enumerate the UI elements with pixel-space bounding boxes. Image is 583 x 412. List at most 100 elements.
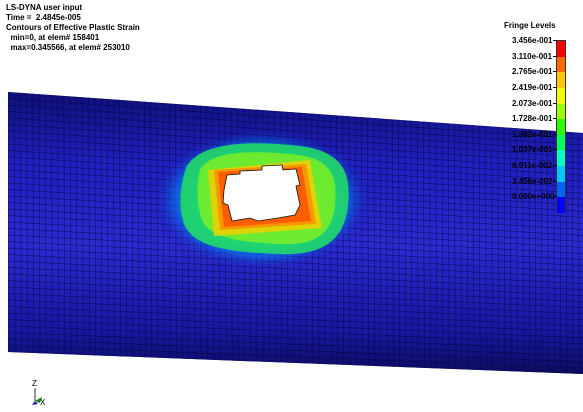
fringe-level-label: 3.456e-001 bbox=[512, 36, 553, 45]
mesh-line bbox=[8, 286, 583, 314]
mesh-line bbox=[137, 101, 140, 357]
mesh-line bbox=[8, 98, 583, 140]
mesh-line bbox=[8, 92, 10, 353]
colorbar-segment bbox=[557, 181, 565, 198]
mesh-line bbox=[57, 95, 59, 354]
mesh-line bbox=[516, 128, 518, 372]
mesh-line bbox=[8, 267, 583, 296]
fringe-levels-title: Fringe Levels bbox=[504, 21, 556, 30]
colorbar-segment bbox=[557, 166, 565, 182]
mesh-line bbox=[361, 117, 363, 366]
fringe-level-label: 3.110e-001 bbox=[512, 51, 553, 61]
mesh-line bbox=[522, 128, 524, 372]
colorbar-segment bbox=[557, 150, 565, 166]
colorbar-segment bbox=[557, 134, 565, 151]
mesh-line bbox=[460, 124, 462, 370]
mesh-line bbox=[8, 332, 583, 357]
mesh-line bbox=[125, 100, 128, 357]
mesh-line bbox=[534, 129, 537, 373]
mesh-line bbox=[8, 111, 583, 152]
mesh-line bbox=[472, 125, 475, 370]
contour-title: Contours of Effective Plastic Strain bbox=[6, 23, 140, 32]
colorbar-segment bbox=[557, 56, 565, 73]
mesh-line bbox=[38, 94, 41, 354]
mesh-line bbox=[119, 99, 121, 357]
mesh-line bbox=[485, 126, 487, 371]
mesh-line bbox=[82, 97, 84, 355]
colorbar-segment bbox=[557, 197, 565, 213]
mesh-line bbox=[8, 306, 583, 333]
mesh-line bbox=[144, 101, 146, 358]
mesh-line bbox=[379, 118, 382, 367]
mesh-line bbox=[503, 127, 506, 371]
fringe-level-tick bbox=[553, 196, 557, 198]
colorbar-segment bbox=[557, 72, 565, 88]
mesh-line bbox=[478, 125, 481, 371]
mesh-line bbox=[63, 95, 66, 355]
fringe-level-tick bbox=[553, 118, 557, 120]
fringe-level-tick bbox=[553, 71, 557, 73]
mesh-line bbox=[8, 273, 583, 302]
mesh-line bbox=[32, 93, 35, 353]
mesh-line bbox=[385, 118, 388, 367]
mesh-line bbox=[404, 120, 407, 368]
mesh-line bbox=[565, 131, 568, 374]
mesh-line bbox=[528, 129, 531, 372]
mesh-line bbox=[88, 97, 90, 356]
fringe-level-tick bbox=[553, 133, 557, 135]
fringe-level-tick bbox=[553, 55, 557, 57]
mesh-line bbox=[44, 94, 47, 354]
mesh-line bbox=[8, 319, 583, 345]
colorbar-segment bbox=[557, 119, 565, 135]
axis-triad[interactable]: Z X bbox=[30, 376, 70, 406]
mesh-line bbox=[441, 122, 444, 369]
fringe-level-label: 2.073e-001 bbox=[512, 98, 553, 108]
fringe-level-tick bbox=[553, 102, 557, 104]
fringe-level-label: 3.456e-002 bbox=[512, 176, 553, 186]
mesh-line bbox=[8, 345, 583, 369]
mesh-line bbox=[8, 338, 583, 363]
mesh-line bbox=[113, 99, 115, 357]
mesh-line bbox=[435, 122, 438, 369]
mesh-line bbox=[447, 123, 450, 369]
fringe-level-tick bbox=[553, 40, 557, 41]
fringe-level-label: 1.037e-001 bbox=[512, 145, 553, 155]
fringe-level-tick bbox=[553, 165, 557, 167]
mesh-line bbox=[392, 119, 394, 367]
hole-cutout bbox=[222, 164, 301, 222]
fringe-level-label: 2.765e-001 bbox=[512, 67, 553, 77]
mesh-line bbox=[8, 92, 583, 134]
colorbar-segment bbox=[557, 87, 565, 104]
fringe-level-label: 0.000e+000 bbox=[512, 192, 555, 202]
mesh-line bbox=[398, 119, 400, 367]
mesh-line bbox=[131, 100, 134, 357]
mesh-line bbox=[571, 132, 574, 374]
colorbar-segment bbox=[557, 103, 565, 120]
mesh-line bbox=[26, 93, 28, 353]
time-readout: Time = 2.4845e-005 bbox=[6, 13, 81, 22]
mesh-line bbox=[100, 98, 103, 356]
mesh-line bbox=[8, 104, 583, 146]
axis-z-label: Z bbox=[32, 379, 37, 388]
axis-x-label: X bbox=[40, 398, 46, 406]
mesh-line bbox=[547, 130, 549, 373]
mesh-line bbox=[367, 117, 369, 366]
fringe-level-label: 6.911e-002 bbox=[512, 161, 553, 171]
fringe-level-tick bbox=[553, 86, 557, 88]
mesh-line bbox=[429, 122, 431, 369]
mesh-line bbox=[106, 99, 109, 356]
mesh-line bbox=[8, 293, 583, 321]
mesh-line bbox=[509, 127, 512, 372]
mesh-line bbox=[373, 118, 376, 366]
fringe-level-label: 2.419e-001 bbox=[512, 82, 553, 92]
colorbar-segment bbox=[557, 41, 565, 57]
mesh-line bbox=[410, 120, 413, 368]
mesh-line bbox=[540, 130, 543, 373]
fringe-level-label: 1.382e-001 bbox=[512, 129, 553, 139]
mesh-line bbox=[8, 260, 583, 290]
mesh-line bbox=[578, 132, 580, 374]
mesh-line bbox=[497, 126, 500, 371]
mesh-line bbox=[454, 123, 456, 370]
mesh-line bbox=[416, 121, 419, 368]
